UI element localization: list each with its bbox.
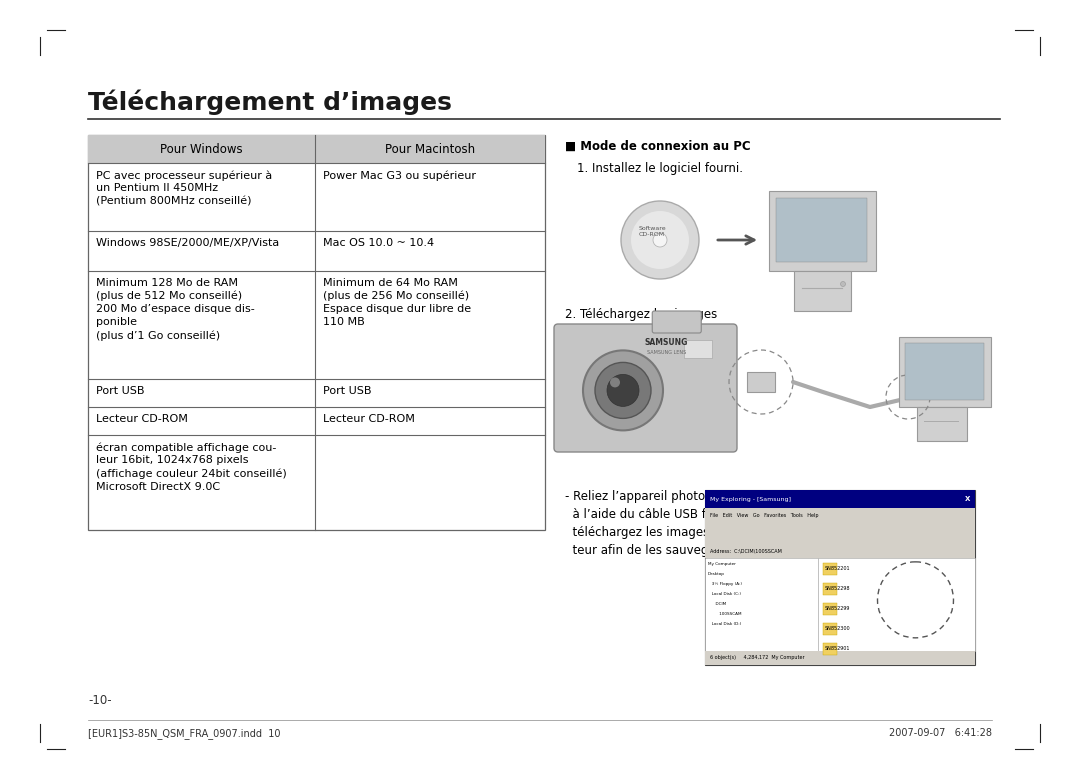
Bar bbox=[905, 343, 984, 400]
Text: PC avec processeur supérieur à
un Pentium II 450MHz
(Pentium 800MHz conseillé): PC avec processeur supérieur à un Pentiu… bbox=[96, 170, 272, 206]
Text: Software: Software bbox=[638, 226, 665, 231]
Text: Pour Windows: Pour Windows bbox=[160, 143, 243, 156]
Bar bbox=[823, 603, 837, 615]
FancyBboxPatch shape bbox=[554, 324, 737, 452]
Text: Mac OS 10.0 ~ 10.4: Mac OS 10.0 ~ 10.4 bbox=[323, 238, 434, 248]
Text: Port USB: Port USB bbox=[323, 386, 372, 396]
Text: SN852300: SN852300 bbox=[824, 626, 850, 632]
Bar bbox=[823, 643, 837, 655]
Text: 100SSCAM: 100SSCAM bbox=[708, 612, 742, 616]
Ellipse shape bbox=[631, 211, 689, 269]
FancyBboxPatch shape bbox=[769, 191, 876, 271]
Text: Local Disk (D:): Local Disk (D:) bbox=[708, 622, 741, 626]
Bar bbox=[705, 558, 819, 651]
Text: Port USB: Port USB bbox=[96, 386, 145, 396]
Bar bbox=[823, 583, 837, 595]
Text: Minimum 128 Mo de RAM
(plus de 512 Mo conseillé)
200 Mo d’espace disque dis-
pon: Minimum 128 Mo de RAM (plus de 512 Mo co… bbox=[96, 278, 255, 340]
Text: SN852298: SN852298 bbox=[824, 587, 850, 591]
Bar bbox=[819, 558, 975, 651]
Text: 3½ Floppy (A:): 3½ Floppy (A:) bbox=[708, 582, 742, 586]
Bar bbox=[777, 198, 867, 262]
Bar bbox=[705, 522, 975, 544]
Text: X: X bbox=[964, 496, 970, 502]
Bar bbox=[87, 135, 545, 163]
Text: SN852201: SN852201 bbox=[824, 566, 850, 572]
Bar bbox=[705, 490, 975, 665]
Text: 2. Téléchargez les images: 2. Téléchargez les images bbox=[565, 308, 717, 321]
Text: SAMSUNG: SAMSUNG bbox=[645, 338, 688, 347]
Text: ■ Mode de connexion au PC: ■ Mode de connexion au PC bbox=[565, 140, 751, 153]
Text: SN852901: SN852901 bbox=[824, 647, 850, 651]
FancyBboxPatch shape bbox=[917, 407, 967, 441]
Text: Desktop: Desktop bbox=[708, 572, 725, 576]
Text: Address:  C:\DCIM\100SSCAM: Address: C:\DCIM\100SSCAM bbox=[710, 548, 782, 554]
Bar bbox=[705, 651, 975, 665]
Circle shape bbox=[607, 375, 639, 407]
Text: Minimum de 64 Mo RAM
(plus de 256 Mo conseillé)
Espace disque dur libre de
110 M: Minimum de 64 Mo RAM (plus de 256 Mo con… bbox=[323, 278, 471, 327]
Text: SAMSUNG LENS: SAMSUNG LENS bbox=[647, 350, 686, 355]
Circle shape bbox=[840, 281, 846, 287]
Text: CD-ROM: CD-ROM bbox=[639, 232, 665, 237]
Bar bbox=[705, 490, 975, 508]
Text: Windows 98SE/2000/ME/XP/Vista: Windows 98SE/2000/ME/XP/Vista bbox=[96, 238, 280, 248]
Bar bbox=[823, 563, 837, 575]
Text: -10-: -10- bbox=[87, 694, 111, 707]
Bar bbox=[705, 544, 975, 558]
Ellipse shape bbox=[621, 201, 699, 279]
Text: Lecteur CD-ROM: Lecteur CD-ROM bbox=[323, 414, 415, 424]
Text: 2007-09-07   6:41:28: 2007-09-07 6:41:28 bbox=[889, 728, 993, 738]
Text: - Reliez l’appareil photo à l’ordinateur
  à l’aide du câble USB fourni, puis
  : - Reliez l’appareil photo à l’ordinateur… bbox=[565, 490, 812, 557]
Bar bbox=[747, 372, 775, 392]
Text: Téléchargement d’images: Téléchargement d’images bbox=[87, 90, 451, 115]
Text: Local Disk (C:): Local Disk (C:) bbox=[708, 592, 741, 596]
Bar bbox=[684, 340, 712, 358]
FancyBboxPatch shape bbox=[899, 337, 991, 407]
Bar bbox=[705, 508, 975, 522]
Ellipse shape bbox=[653, 233, 667, 247]
Text: SN852299: SN852299 bbox=[824, 607, 850, 612]
Circle shape bbox=[583, 351, 663, 431]
Text: [EUR1]S3-85N_QSM_FRA_0907.indd  10: [EUR1]S3-85N_QSM_FRA_0907.indd 10 bbox=[87, 728, 281, 739]
Text: 6 object(s)     4,284,172  My Computer: 6 object(s) 4,284,172 My Computer bbox=[710, 655, 805, 661]
Text: DCIM: DCIM bbox=[708, 602, 726, 606]
Circle shape bbox=[610, 377, 620, 387]
Circle shape bbox=[595, 362, 651, 418]
Text: File   Edit   View   Go   Favorites   Tools   Help: File Edit View Go Favorites Tools Help bbox=[710, 513, 819, 517]
Text: Pour Macintosh: Pour Macintosh bbox=[384, 143, 475, 156]
Bar bbox=[823, 623, 837, 635]
Text: My Computer: My Computer bbox=[708, 562, 735, 566]
Text: 1. Installez le logiciel fourni.: 1. Installez le logiciel fourni. bbox=[577, 162, 743, 175]
Text: My Exploring - [Samsung]: My Exploring - [Samsung] bbox=[710, 496, 791, 502]
Text: Lecteur CD-ROM: Lecteur CD-ROM bbox=[96, 414, 188, 424]
Bar bbox=[87, 135, 545, 530]
Text: écran compatible affichage cou-
leur 16bit, 1024x768 pixels
(affichage couleur 2: écran compatible affichage cou- leur 16b… bbox=[96, 442, 287, 492]
FancyBboxPatch shape bbox=[652, 311, 701, 333]
FancyBboxPatch shape bbox=[794, 271, 851, 311]
Text: Power Mac G3 ou supérieur: Power Mac G3 ou supérieur bbox=[323, 170, 476, 181]
